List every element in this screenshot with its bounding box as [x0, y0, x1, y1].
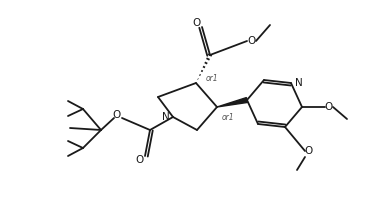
Text: O: O	[248, 36, 256, 46]
Text: O: O	[305, 146, 313, 156]
Polygon shape	[217, 98, 248, 107]
Text: O: O	[193, 18, 201, 28]
Text: N: N	[295, 78, 303, 88]
Text: O: O	[325, 102, 333, 112]
Text: N: N	[162, 112, 170, 122]
Text: O: O	[136, 155, 144, 165]
Text: or1: or1	[206, 74, 219, 82]
Text: O: O	[113, 110, 121, 120]
Text: or1: or1	[222, 112, 235, 122]
